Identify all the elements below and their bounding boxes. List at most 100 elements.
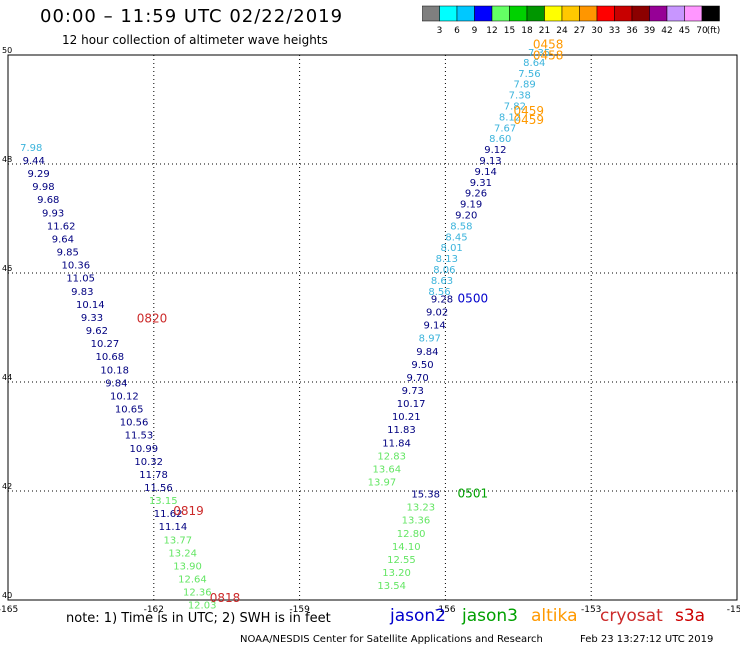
legend-s3a: s3a	[675, 606, 706, 626]
wave-height-value: 13.77	[164, 535, 193, 546]
wave-height-value: 14.10	[392, 542, 421, 553]
wave-height-value: 13.36	[402, 516, 431, 527]
wave-height-value: 9.85	[57, 248, 79, 259]
scale-label: 21	[539, 26, 550, 36]
wave-height-value: 7.56	[518, 69, 540, 80]
wave-height-value: 13.97	[368, 478, 397, 489]
wave-height-value: 13.54	[377, 581, 406, 592]
wave-height-value: 8.56	[428, 287, 450, 298]
wave-height-value: 9.20	[455, 211, 477, 222]
pass-time-label: 0818	[210, 591, 241, 605]
wave-height-value: 9.28	[431, 294, 453, 305]
map-frame	[7, 54, 738, 601]
scale-label: 30	[591, 26, 603, 36]
wave-height-value: 9.73	[402, 386, 424, 397]
scale-label: 70	[696, 26, 708, 36]
wave-height-value: 12.80	[397, 529, 426, 540]
wave-height-value: 11.05	[66, 274, 95, 285]
wave-height-value: 10.14	[76, 300, 105, 311]
wave-height-value: 8.12	[499, 112, 521, 123]
wave-height-value: 9.02	[426, 308, 448, 319]
wave-height-value: 15.38	[411, 490, 440, 501]
wave-height-value: 8.58	[450, 221, 472, 232]
scale-label: 45	[679, 26, 690, 36]
wave-height-value: 10.17	[397, 399, 426, 410]
pass-time-label: 0820	[137, 312, 168, 326]
legend-jason2: jason2	[390, 606, 446, 626]
wave-height-value: 12.64	[178, 575, 207, 586]
pass-time-label: 0501	[458, 487, 489, 501]
wave-height-value: 9.44	[23, 156, 45, 167]
lat-tick-label: 44	[2, 373, 12, 382]
lon-tick-label: -156	[435, 605, 456, 615]
wave-height-value: 9.93	[42, 208, 64, 219]
wave-height-value: 11.78	[139, 470, 168, 481]
pass-time-label: 0458	[533, 37, 564, 51]
wave-height-value: 8.97	[419, 334, 441, 345]
wave-height-value: 7.35	[528, 48, 550, 59]
scale-label: 24	[556, 26, 568, 36]
wave-height-value: 9.62	[86, 326, 108, 337]
wave-height-value: 7.38	[509, 91, 531, 102]
wave-height-value: 9.33	[81, 313, 103, 324]
wave-height-value: 13.23	[407, 503, 436, 514]
scale-label: 33	[609, 26, 620, 36]
wave-height-value: 7.98	[20, 143, 42, 154]
legend-cryosat: cryosat	[600, 606, 663, 626]
wave-height-value: 9.31	[470, 178, 492, 189]
wave-height-value: 11.62	[47, 221, 76, 232]
pass-time-label: 0459	[513, 104, 544, 118]
wave-height-value: 9.12	[484, 145, 506, 156]
map-subtitle: 12 hour collection of altimeter wave hei…	[62, 33, 328, 47]
lon-tick-label: -162	[144, 605, 164, 615]
wave-height-value: 12.83	[377, 451, 406, 462]
wave-height-value: 9.83	[71, 287, 93, 298]
wave-height-value: 9.68	[37, 195, 59, 206]
scale-swatch	[701, 5, 720, 22]
lat-tick-label: 40	[2, 591, 12, 600]
wave-height-value: 12.03	[188, 601, 217, 612]
color-scale: 3 6 9 12 15 18 21 24 27 30 33 36 39 42 45 70(ft)	[422, 5, 720, 36]
wave-height-value: 13.90	[173, 561, 202, 572]
wave-height-value: 10.65	[115, 405, 144, 416]
wave-height-value: 10.99	[130, 444, 159, 455]
lat-tick-label: 48	[2, 155, 12, 164]
footer-timestamp: Feb 23 13:27:12 UTC 2019	[580, 634, 714, 645]
units-note: note: 1) Time is in UTC; 2) SWH is in fe…	[66, 611, 331, 626]
wave-height-value: 10.68	[95, 352, 124, 363]
scale-label: 39	[644, 26, 656, 36]
wave-height-value: 13.24	[168, 548, 197, 559]
wave-height-value: 11.84	[382, 438, 411, 449]
legend-jason3: jason3	[462, 606, 518, 626]
wave-height-value: 10.12	[110, 391, 139, 402]
wave-height-value: 10.18	[100, 365, 129, 376]
wave-height-value: 9.29	[27, 169, 49, 180]
wave-height-value: 11.53	[125, 431, 154, 442]
scale-label: 3	[437, 26, 443, 36]
wave-height-value: 9.50	[411, 360, 433, 371]
scale-label: 6	[454, 26, 460, 36]
wave-height-value: 8.64	[523, 58, 545, 69]
wave-height-value: 7.82	[504, 102, 526, 113]
wave-height-value: 13.64	[373, 464, 402, 475]
lon-tick-label: -153	[581, 605, 601, 615]
wave-height-value: 8.01	[441, 243, 463, 254]
scale-label: 27	[574, 26, 585, 36]
wave-height-value: 8.63	[431, 276, 453, 287]
wave-height-value: 12.55	[387, 555, 416, 566]
wave-height-value: 8.60	[489, 134, 511, 145]
wave-height-value: 11.83	[387, 425, 416, 436]
wave-height-value: 12.36	[183, 588, 212, 599]
wave-height-value: 9.84	[105, 378, 127, 389]
wave-height-value: 9.98	[32, 182, 54, 193]
scale-label: 42	[661, 26, 672, 36]
wave-height-value: 13.20	[382, 568, 411, 579]
lat-tick-label: 46	[2, 264, 12, 273]
wave-height-value: 9.70	[407, 373, 429, 384]
lon-tick-label: -150	[727, 605, 740, 615]
wave-height-value: 11.56	[144, 483, 173, 494]
wave-height-value: 9.14	[475, 167, 497, 178]
wave-height-value: 9.84	[416, 347, 438, 358]
wave-height-value: 8.45	[445, 232, 467, 243]
